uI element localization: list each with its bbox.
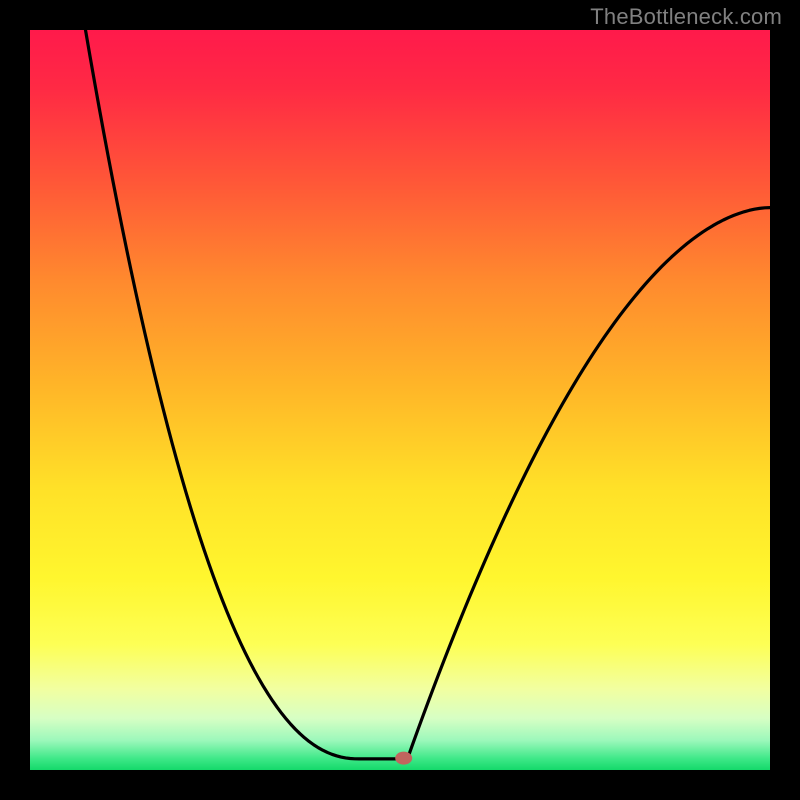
chart-svg	[30, 30, 770, 770]
watermark-text: TheBottleneck.com	[590, 4, 782, 30]
chart-plot-area	[30, 30, 770, 770]
gradient-background	[30, 30, 770, 770]
optimum-marker	[396, 752, 412, 764]
chart-frame: TheBottleneck.com	[0, 0, 800, 800]
